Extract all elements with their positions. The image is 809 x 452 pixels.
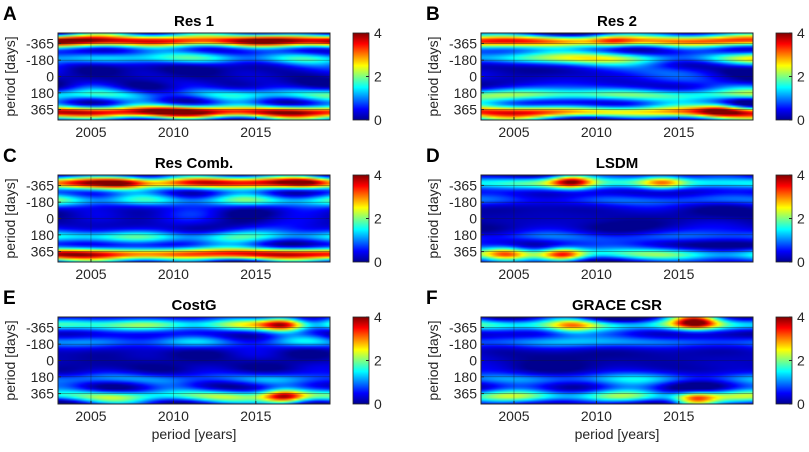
- x-tick-label: 2015: [240, 408, 271, 424]
- colorbar-tick-label: 2: [797, 69, 805, 85]
- x-tick-label: 2005: [498, 408, 529, 424]
- colorbar-tick-label: 0: [797, 112, 805, 128]
- colorbar-tick-label: 0: [374, 112, 382, 128]
- colorbar-tick-label: 4: [797, 25, 805, 41]
- x-tick-label: 2005: [75, 124, 106, 140]
- y-axis-label: period [days]: [425, 178, 441, 258]
- y-tick-label: 365: [454, 244, 478, 260]
- y-tick-label: 180: [454, 227, 478, 243]
- x-tick-label: 2015: [240, 124, 271, 140]
- y-tick-label: -180: [26, 336, 54, 352]
- colorbar-tick-label: 2: [797, 353, 805, 369]
- x-tick-label: 2005: [75, 266, 106, 282]
- y-tick-label: -365: [26, 35, 54, 51]
- y-tick-label: 365: [31, 102, 55, 118]
- colorbar-tick-label: 0: [797, 396, 805, 412]
- x-axis-label: period [years]: [575, 426, 660, 442]
- y-tick-label: 0: [469, 353, 477, 369]
- panel-letter: F: [426, 288, 438, 309]
- colorbar-tick-label: 0: [374, 396, 382, 412]
- panel-letter: B: [426, 4, 440, 25]
- y-tick-label: 180: [31, 85, 55, 101]
- x-tick-label: 2010: [158, 408, 189, 424]
- x-tick-label: 2010: [581, 124, 612, 140]
- colorbar-tick-label: 0: [797, 254, 805, 270]
- y-tick-label: 365: [31, 386, 55, 402]
- x-tick-label: 2005: [498, 124, 529, 140]
- y-tick-label: -180: [26, 52, 54, 68]
- x-tick-label: 2015: [240, 266, 271, 282]
- x-tick-label: 2015: [663, 124, 694, 140]
- panel-title: CostG: [172, 297, 217, 314]
- y-tick-label: 0: [46, 69, 54, 85]
- x-tick-label: 2005: [498, 266, 529, 282]
- y-axis-label: period [days]: [425, 36, 441, 116]
- y-tick-label: 180: [31, 369, 55, 385]
- y-tick-label: 365: [454, 386, 478, 402]
- y-tick-label: -365: [449, 177, 477, 193]
- y-tick-label: 0: [469, 69, 477, 85]
- x-axis-label: period [years]: [152, 426, 237, 442]
- x-tick-label: 2015: [663, 266, 694, 282]
- colorbar-tick-label: 4: [797, 309, 805, 325]
- panel-letter: C: [3, 146, 17, 167]
- panel-title: Res 1: [174, 13, 214, 30]
- x-tick-label: 2010: [158, 266, 189, 282]
- x-tick-label: 2010: [581, 408, 612, 424]
- y-tick-label: 365: [31, 244, 55, 260]
- y-axis-label: period [days]: [2, 36, 18, 116]
- panel-title: LSDM: [596, 155, 639, 172]
- y-tick-label: 180: [454, 369, 478, 385]
- colorbar-tick-label: 0: [374, 254, 382, 270]
- y-tick-label: -180: [26, 194, 54, 210]
- y-tick-label: 0: [46, 211, 54, 227]
- y-tick-label: 0: [469, 211, 477, 227]
- y-tick-label: -365: [449, 35, 477, 51]
- y-tick-label: 180: [31, 227, 55, 243]
- colorbar-tick-label: 4: [374, 309, 382, 325]
- colorbar-tick-label: 2: [374, 211, 382, 227]
- y-axis-label: period [days]: [2, 178, 18, 258]
- x-tick-label: 2015: [663, 408, 694, 424]
- y-tick-label: -180: [449, 336, 477, 352]
- colorbar-tick-label: 2: [374, 69, 382, 85]
- colorbar-tick-label: 2: [374, 353, 382, 369]
- y-tick-label: -365: [449, 319, 477, 335]
- y-tick-label: -365: [26, 177, 54, 193]
- panel-letter: D: [426, 146, 440, 167]
- y-axis-label: period [days]: [425, 320, 441, 400]
- y-tick-label: 365: [454, 102, 478, 118]
- y-tick-label: -365: [26, 319, 54, 335]
- panel-letter: A: [3, 4, 17, 25]
- panel-letter: E: [3, 288, 16, 309]
- y-tick-label: 0: [46, 353, 54, 369]
- y-tick-label: 180: [454, 85, 478, 101]
- panel-title: GRACE CSR: [572, 297, 662, 314]
- panel-title: Res Comb.: [155, 155, 233, 172]
- panel-title: Res 2: [597, 13, 637, 30]
- x-tick-label: 2010: [581, 266, 612, 282]
- y-tick-label: -180: [449, 52, 477, 68]
- x-tick-label: 2005: [75, 408, 106, 424]
- colorbar-tick-label: 4: [797, 167, 805, 183]
- colorbar-tick-label: 2: [797, 211, 805, 227]
- x-tick-label: 2010: [158, 124, 189, 140]
- colorbar-tick-label: 4: [374, 167, 382, 183]
- y-axis-label: period [days]: [2, 320, 18, 400]
- y-tick-label: -180: [449, 194, 477, 210]
- colorbar-tick-label: 4: [374, 25, 382, 41]
- panel-e: 2005 2010 2015-365-1800180365CostGEperiod …: [2, 288, 382, 442]
